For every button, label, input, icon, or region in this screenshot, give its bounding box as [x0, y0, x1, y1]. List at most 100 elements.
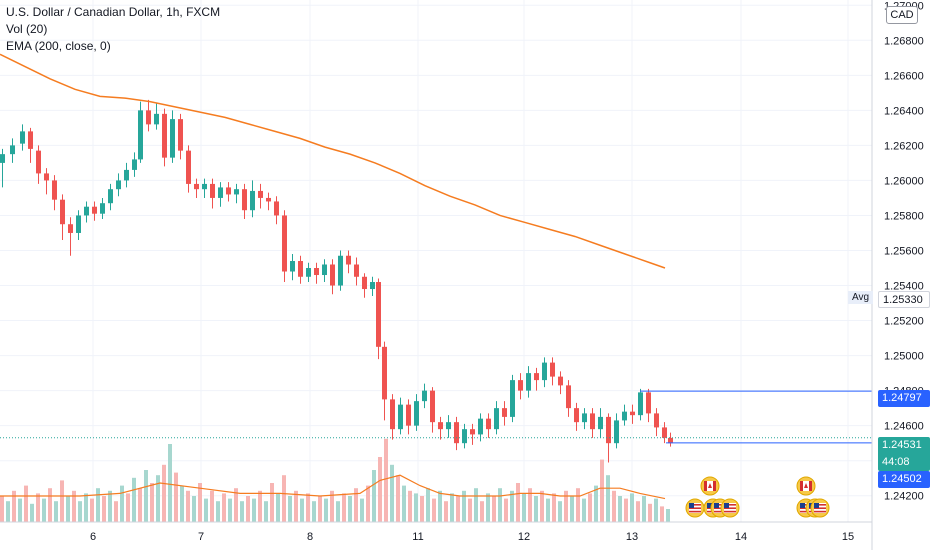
candlestick-series	[0, 99, 673, 463]
candle-body	[68, 224, 73, 233]
x-tick-label: 13	[626, 531, 638, 543]
candle-body	[414, 401, 419, 426]
candle-body	[154, 113, 159, 125]
candle-body	[162, 113, 167, 158]
candle-body	[574, 408, 579, 423]
volume-bar	[546, 498, 550, 522]
candle-body	[108, 189, 113, 204]
volume-bar	[636, 501, 640, 522]
candle-body	[338, 255, 343, 286]
symbol-title[interactable]: U.S. Dollar / Canadian Dollar, 1h, FXCM	[6, 5, 221, 19]
volume-bar	[492, 496, 496, 522]
candle-body	[100, 203, 105, 214]
candle-body	[52, 180, 57, 200]
candle-body	[274, 201, 279, 216]
volume-bar	[510, 490, 514, 522]
volume-bar	[522, 493, 526, 522]
volume-bar	[72, 490, 76, 522]
volume-bar	[654, 498, 658, 522]
volume-bar	[222, 493, 226, 522]
candle-body	[510, 380, 515, 417]
volume-bar	[618, 496, 622, 522]
candle-body	[518, 380, 523, 391]
economic-events[interactable]	[685, 476, 830, 518]
avg-label: Avg	[848, 291, 874, 304]
candle-body	[132, 159, 137, 170]
candle-body	[226, 187, 231, 195]
volume-bar	[582, 498, 586, 522]
candle-body	[398, 404, 403, 430]
volume-bar	[408, 490, 412, 522]
volume-bar	[60, 480, 64, 522]
candle-body	[370, 282, 375, 290]
x-tick-label: 12	[518, 531, 530, 543]
volume-bar	[564, 490, 568, 522]
vol-indicator-label[interactable]: Vol (20)	[6, 22, 48, 36]
volume-bar	[102, 496, 106, 522]
volume-bar	[570, 496, 574, 522]
volume-bar	[294, 490, 298, 522]
y-tick-label: 1.26200	[884, 140, 924, 152]
volume-bar	[534, 496, 538, 522]
volume-ma-line	[0, 474, 666, 500]
volume-bar	[144, 470, 148, 522]
y-tick-label: 1.24600	[884, 421, 924, 433]
y-tick-label: 1.26600	[884, 70, 924, 82]
volume-bar	[162, 464, 166, 522]
volume-bar	[624, 498, 628, 522]
volume-bar	[186, 490, 190, 522]
volume-bar	[504, 498, 508, 522]
volume-bar	[432, 498, 436, 522]
candle-body	[202, 183, 207, 190]
ema-indicator-label[interactable]: EMA (200, close, 0)	[6, 39, 111, 53]
volume-bar	[486, 493, 490, 522]
volume-bar	[390, 464, 394, 522]
volume-bar	[174, 472, 178, 522]
volume-bar	[216, 501, 220, 522]
volume-bar	[372, 470, 376, 522]
volume-bar	[54, 501, 58, 522]
candle-body	[462, 429, 467, 444]
volume-bar	[402, 485, 406, 522]
candle-body	[406, 404, 411, 426]
ema-line	[0, 53, 666, 269]
volume-bar	[48, 488, 52, 522]
volume-bar	[120, 485, 124, 522]
candle-body	[550, 362, 555, 377]
candle-body	[646, 392, 651, 414]
volume-bar	[360, 498, 364, 522]
volume-bar	[480, 501, 484, 522]
candle-body	[76, 215, 81, 233]
x-tick-label: 15	[842, 531, 854, 543]
volume-bar	[648, 503, 652, 522]
candle-body	[542, 362, 547, 381]
candle-body	[614, 420, 619, 444]
volume-bar	[366, 485, 370, 522]
candle-body	[470, 429, 475, 435]
candle-body	[20, 131, 25, 144]
candle-body	[430, 390, 435, 423]
candle-body	[662, 427, 667, 438]
volume-bar	[132, 477, 136, 522]
candle-body	[322, 264, 327, 276]
volume-bar	[606, 475, 610, 522]
volume-bar	[210, 490, 214, 522]
volume-bar	[600, 459, 604, 522]
candle-body	[494, 408, 499, 430]
candle-body	[36, 150, 41, 174]
volume-bar	[36, 493, 40, 522]
volume-bar	[0, 496, 4, 522]
candle-body	[124, 169, 129, 181]
candle-body	[170, 119, 175, 158]
candle-body	[566, 385, 571, 409]
volume-bar	[666, 509, 670, 522]
candle-body	[638, 392, 643, 416]
avg-price-tag: 1.25330	[878, 291, 930, 308]
volume-bar	[588, 493, 592, 522]
candle-body	[0, 154, 5, 163]
currency-badge[interactable]: CAD	[886, 6, 918, 24]
volume-bar	[456, 496, 460, 522]
time-axis[interactable]: 6 7 8 11 12 13 14 15	[0, 521, 872, 543]
countdown-tag: 44:08	[878, 454, 930, 471]
